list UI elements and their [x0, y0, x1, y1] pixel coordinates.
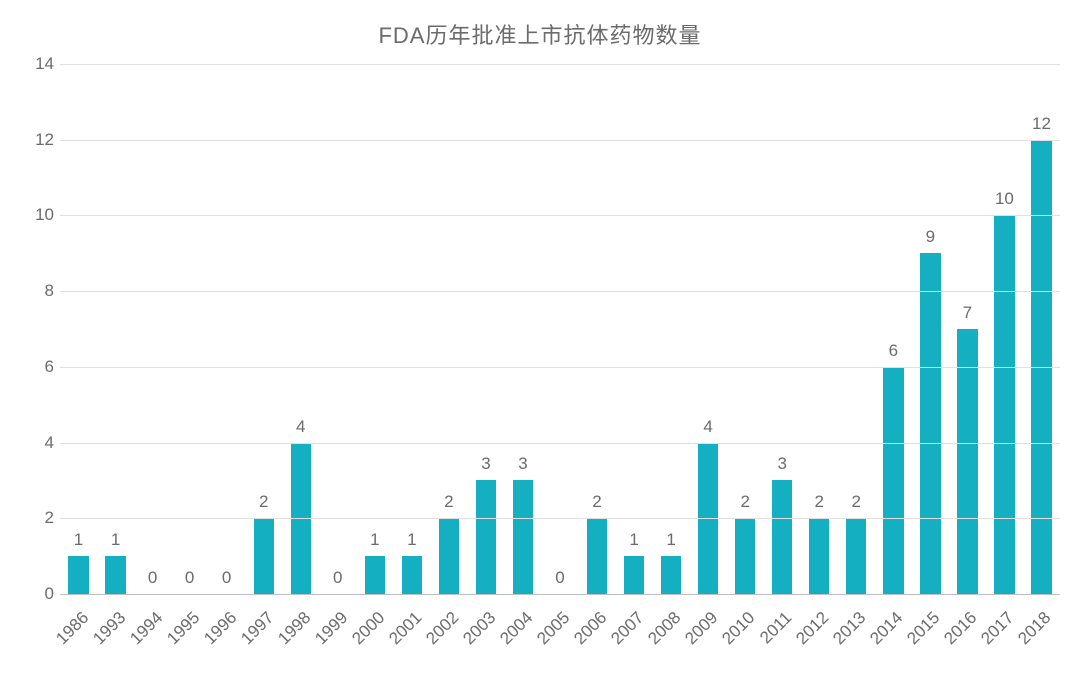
- bar-value-label: 10: [995, 189, 1014, 209]
- x-tick-label: 2008: [644, 608, 685, 649]
- bar: [476, 480, 496, 594]
- x-tick-label: 2009: [681, 608, 722, 649]
- bar: [624, 556, 644, 594]
- x-tick-label: 2010: [718, 608, 759, 649]
- x-tick-label: 2002: [422, 608, 463, 649]
- x-tick-label: 2004: [496, 608, 537, 649]
- x-tick-label: 1994: [126, 608, 167, 649]
- bar-value-label: 12: [1032, 114, 1051, 134]
- chart-title: FDA历年批准上市抗体药物数量: [0, 18, 1080, 50]
- bar-value-label: 2: [740, 492, 749, 512]
- gridline: [60, 140, 1060, 141]
- bar: [587, 518, 607, 594]
- bar: [68, 556, 88, 594]
- x-tick-label: 2014: [867, 608, 908, 649]
- gridline: [60, 518, 1060, 519]
- bar: [920, 253, 940, 594]
- bar: [809, 518, 829, 594]
- x-tick-label: 2011: [756, 608, 796, 648]
- bar-value-label: 0: [555, 568, 564, 588]
- x-tick-label: 2013: [830, 608, 871, 649]
- bar: [994, 215, 1014, 594]
- x-tick-label: 2005: [533, 608, 574, 649]
- gridline: [60, 291, 1060, 292]
- bar-value-label: 0: [333, 568, 342, 588]
- y-tick-label: 12: [14, 130, 54, 150]
- plot-area: 11000240112330211423226971012 0246810121…: [60, 64, 1060, 594]
- x-tick-label: 1995: [163, 608, 204, 649]
- bar: [402, 556, 422, 594]
- bar-value-label: 1: [629, 530, 638, 550]
- bar-value-label: 3: [777, 454, 786, 474]
- bar-value-label: 0: [148, 568, 157, 588]
- x-tick-label: 2000: [348, 608, 389, 649]
- bar-value-label: 2: [592, 492, 601, 512]
- bar-value-label: 4: [296, 417, 305, 437]
- x-tick-label: 1996: [200, 608, 241, 649]
- y-tick-label: 2: [14, 508, 54, 528]
- x-axis-labels: 1986199319941995199619971998199920002001…: [60, 598, 1060, 678]
- bar-value-label: 9: [926, 227, 935, 247]
- gridline: [60, 215, 1060, 216]
- bar-value-label: 1: [666, 530, 675, 550]
- bar-value-label: 0: [222, 568, 231, 588]
- bar-value-label: 1: [111, 530, 120, 550]
- bar-value-label: 0: [185, 568, 194, 588]
- y-tick-label: 14: [14, 54, 54, 74]
- x-tick-label: 2012: [793, 608, 834, 649]
- x-tick-label: 2017: [978, 608, 1019, 649]
- y-tick-label: 4: [14, 433, 54, 453]
- bar: [439, 518, 459, 594]
- chart-container: FDA历年批准上市抗体药物数量 110002401123302114232269…: [0, 0, 1080, 683]
- y-tick-label: 8: [14, 281, 54, 301]
- bar-value-label: 2: [852, 492, 861, 512]
- bar: [254, 518, 274, 594]
- x-tick-label: 2018: [1015, 608, 1056, 649]
- bar: [735, 518, 755, 594]
- y-tick-label: 0: [14, 584, 54, 604]
- bar-value-label: 7: [963, 303, 972, 323]
- bar-value-label: 2: [444, 492, 453, 512]
- bar-value-label: 6: [889, 341, 898, 361]
- bar-value-label: 1: [74, 530, 83, 550]
- x-tick-label: 2007: [607, 608, 648, 649]
- gridline: [60, 64, 1060, 65]
- x-tick-label: 1986: [52, 608, 93, 649]
- bar-value-label: 1: [370, 530, 379, 550]
- x-tick-label: 1997: [237, 608, 278, 649]
- x-tick-label: 1993: [89, 608, 130, 649]
- bar-value-label: 3: [518, 454, 527, 474]
- gridline: [60, 367, 1060, 368]
- gridline: [60, 443, 1060, 444]
- x-tick-label: 2003: [459, 608, 500, 649]
- bar: [365, 556, 385, 594]
- bar: [513, 480, 533, 594]
- x-tick-label: 1998: [274, 608, 315, 649]
- axis-baseline: [60, 594, 1060, 595]
- bar: [846, 518, 866, 594]
- x-tick-label: 2016: [941, 608, 982, 649]
- bar: [661, 556, 681, 594]
- y-tick-label: 6: [14, 357, 54, 377]
- y-tick-label: 10: [14, 205, 54, 225]
- bar-value-label: 4: [703, 417, 712, 437]
- bar: [105, 556, 125, 594]
- bar: [883, 367, 903, 594]
- bar-value-label: 1: [407, 530, 416, 550]
- x-tick-label: 2001: [385, 608, 426, 649]
- bar: [957, 329, 977, 594]
- x-tick-label: 2015: [904, 608, 945, 649]
- bars-layer: 11000240112330211423226971012: [60, 64, 1060, 594]
- x-tick-label: 2006: [570, 608, 611, 649]
- bar: [772, 480, 792, 594]
- bar-value-label: 3: [481, 454, 490, 474]
- bar-value-label: 2: [815, 492, 824, 512]
- x-tick-label: 1999: [311, 608, 352, 649]
- bar-value-label: 2: [259, 492, 268, 512]
